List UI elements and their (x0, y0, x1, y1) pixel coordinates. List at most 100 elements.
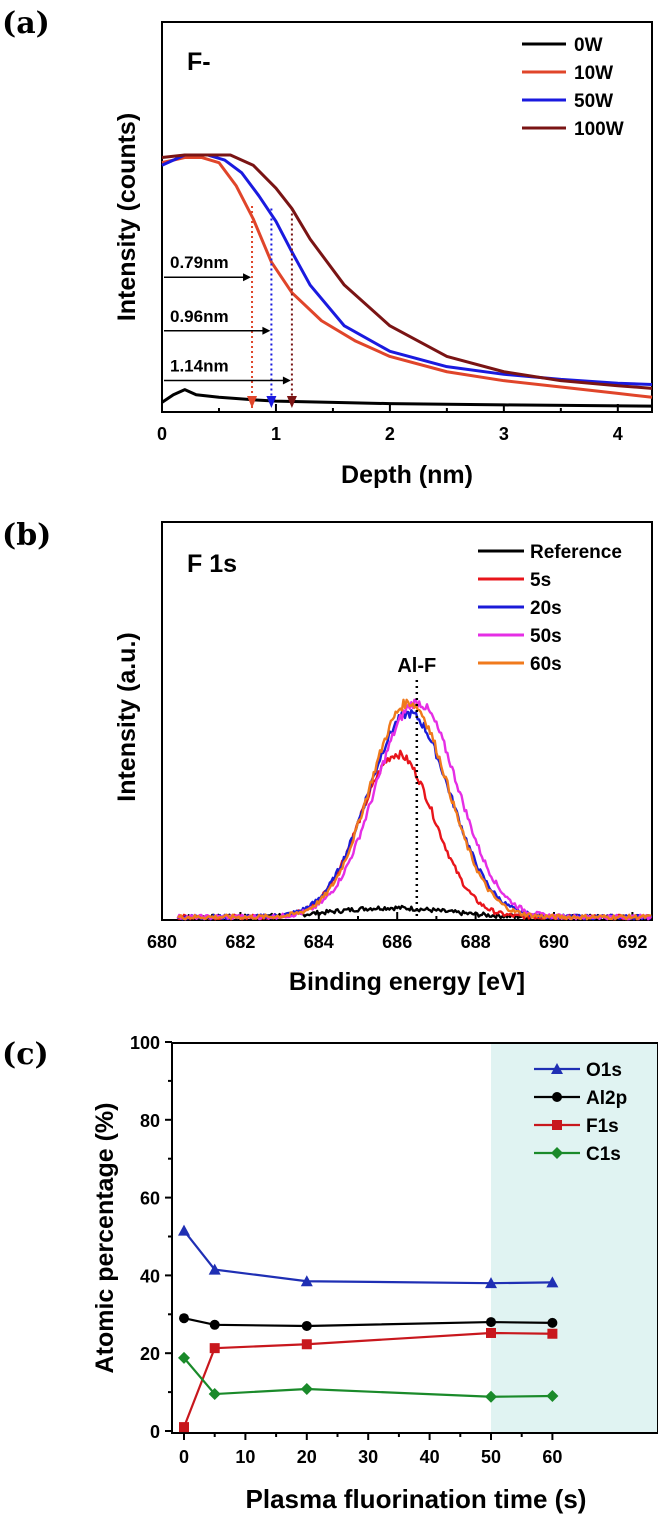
panel-c-point-o1s (178, 1224, 190, 1236)
panel-c-highlight-region (491, 1043, 658, 1433)
panel-c-point-f1s (179, 1422, 189, 1433)
panel-c-xlabel: Plasma fluorination time (s) (246, 1484, 587, 1514)
panel-b-series (176, 680, 653, 921)
panel-c-point-f1s (301, 1339, 312, 1350)
panel-c-y-tick-label: 20 (140, 1344, 160, 1364)
panel-b-series-50s (176, 698, 652, 921)
panel-b-legend-label: 50s (530, 626, 562, 647)
panel-c-point-al2p (301, 1320, 312, 1331)
panel-a-ylabel: Intensity (counts) (113, 113, 141, 321)
panel-c-legend-label: F1s (586, 1116, 619, 1137)
panel-a-legend-label: 0W (574, 35, 603, 56)
panel-b-x-tick-label: 682 (225, 932, 255, 952)
panel-a-series-10w (161, 156, 653, 399)
panel-c-series (178, 1224, 559, 1433)
panel-c-legend: O1s Al2p F1s C1s (534, 1060, 627, 1165)
panel-b-legend: Reference 5s 20s 50s 60s (478, 542, 622, 675)
panel-b-series-60s (177, 698, 652, 921)
panel-c-legend-marker (552, 1120, 562, 1130)
panel-b-legend-label: 5s (530, 570, 551, 591)
panel-b-x-ticks: 680 682 684 686 688 690 692 (147, 912, 647, 952)
panel-a-x-tick-label: 0 (157, 424, 167, 444)
panel-b-x-tick-label: 680 (147, 932, 177, 952)
panel-c-legend-label: Al2p (586, 1088, 627, 1109)
panel-a-depth-label: 1.14nm (170, 356, 229, 375)
panel-a-legend-label: 50W (574, 91, 613, 112)
panel-a-depth-arrow-head (243, 273, 252, 282)
panel-a-title: F- (187, 48, 211, 76)
panel-c-point-c1s (546, 1389, 559, 1402)
panel-a-x-tick-label: 3 (499, 424, 509, 444)
panel-b-x-tick-label: 686 (382, 932, 412, 952)
panel-c-plot-frame (171, 1042, 658, 1434)
panel-a-series-50w (161, 153, 653, 386)
panel-c-y-tick-label: 100 (130, 1033, 160, 1053)
panel-c-point-f1s (486, 1327, 496, 1338)
panel-a-series-0w (161, 388, 653, 408)
panel-c-y-tick-label: 80 (140, 1111, 160, 1131)
panel-a-x-ticks: 0 1 2 3 4 (157, 404, 623, 444)
panel-a-series-100w (161, 153, 653, 390)
panel-a-depth-arrowhead (266, 396, 277, 408)
panel-c-point-o1s (485, 1277, 497, 1289)
panel-c-ticks: 0 10 20 30 40 50 60 0 20 40 60 80 100 (130, 1033, 562, 1467)
panel-b-xlabel: Binding energy [eV] (289, 968, 525, 996)
panel-c-legend-marker (552, 1092, 562, 1102)
panel-c-point-c1s (485, 1390, 497, 1403)
panel-c-y-tick-label: 40 (140, 1266, 160, 1286)
panel-b: (b) F 1s Intensity (a.u.) Binding energy… (2, 518, 653, 996)
panel-a-legend-label: 100W (574, 119, 624, 140)
panel-c-legend-marker (551, 1147, 563, 1159)
panel-c-y-tick-label: 0 (150, 1422, 160, 1442)
panel-a-depth-arrow-head (262, 326, 271, 335)
panel-a-xlabel: Depth (nm) (341, 461, 473, 489)
panel-b-plot-frame (161, 521, 653, 921)
panel-a: (a) F- Intensity (counts) Depth (nm) 0 1 2… (2, 6, 653, 489)
panel-c-highlight-rect (491, 1043, 658, 1433)
panel-a-legend-label: 10W (574, 63, 613, 84)
panel-b-x-tick-label: 684 (304, 932, 334, 952)
panel-b-legend-label: Reference (530, 542, 622, 563)
panel-c-y-tick-label: 60 (140, 1189, 160, 1209)
panel-a-depth-markers: 0.79nm 0.96nm 1.14nm (164, 206, 297, 408)
panel-a-depth-arrowhead (286, 396, 297, 408)
panel-c-x-tick-label: 10 (235, 1447, 255, 1467)
panel-c-x-tick-label: 30 (358, 1447, 378, 1467)
panel-c-legend-label: O1s (586, 1060, 622, 1081)
panel-c-point-f1s (547, 1328, 558, 1339)
panel-b-x-tick-label: 690 (539, 932, 569, 952)
panel-b-x-tick-label: 688 (461, 932, 491, 952)
panel-a-x-tick-label: 2 (385, 424, 395, 444)
panel-c-point-c1s (178, 1351, 190, 1364)
panel-b-legend-label: 20s (530, 598, 562, 619)
panel-a-depth-label: 0.79nm (170, 253, 229, 272)
panel-c-legend-marker (551, 1063, 563, 1074)
panel-b-ylabel: Intensity (a.u.) (113, 632, 141, 801)
panel-a-plot-frame (161, 21, 653, 413)
panel-b-title: F 1s (187, 550, 237, 578)
panel-c-point-o1s (300, 1275, 313, 1287)
panel-b-label: (b) (2, 518, 51, 553)
panel-a-depth-arrowhead (247, 396, 258, 408)
panel-b-series-5s (177, 749, 653, 921)
panel-c-point-c1s (300, 1382, 313, 1395)
panel-c-point-c1s (208, 1388, 221, 1401)
panel-c-ylabel: Atomic percentage (%) (91, 1103, 119, 1374)
panel-c-x-tick-label: 20 (297, 1447, 317, 1467)
panel-a-legend: 0W 10W 50W 100W (522, 35, 624, 140)
panel-c-point-o1s (546, 1276, 559, 1288)
panel-c-x-tick-label: 40 (420, 1447, 440, 1467)
panel-b-series-20s (176, 709, 653, 921)
panel-a-depth-arrow-head (282, 376, 291, 385)
panel-c: (c) Atomic percentage (%) Plasma fluorin… (2, 1033, 658, 1514)
panel-b-x-tick-label: 692 (617, 932, 647, 952)
panel-a-series (161, 153, 653, 408)
panel-a-label: (a) (2, 6, 50, 41)
panel-c-x-tick-label: 50 (481, 1447, 501, 1467)
panel-c-point-o1s (208, 1263, 221, 1275)
panel-c-x-tick-label: 0 (179, 1447, 189, 1467)
panel-c-point-al2p (209, 1319, 220, 1330)
panel-a-depth-label: 0.96nm (170, 307, 229, 326)
panel-c-legend-label: C1s (586, 1144, 621, 1165)
